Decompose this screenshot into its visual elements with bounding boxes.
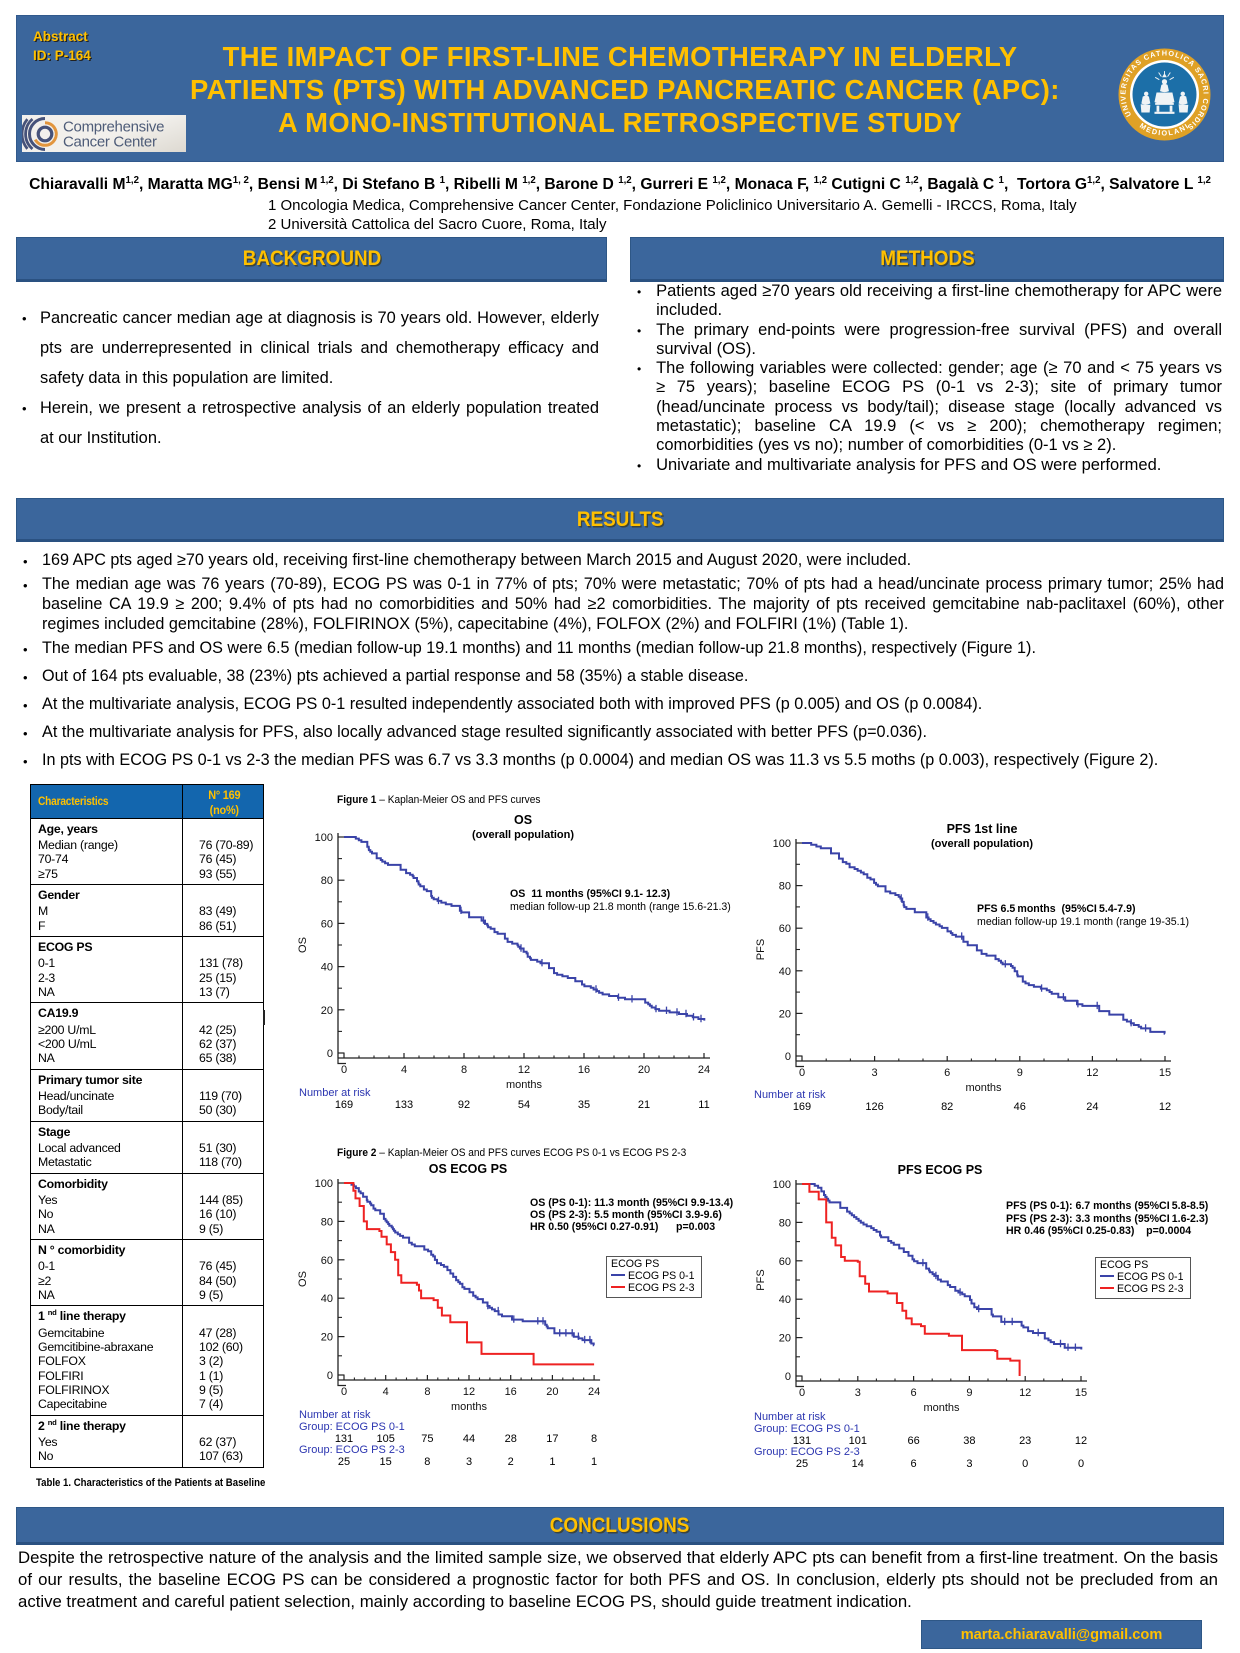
svg-text:8: 8	[424, 1386, 430, 1398]
svg-text:OS: OS	[297, 937, 309, 953]
svg-text:4: 4	[383, 1386, 389, 1398]
svg-text:60: 60	[321, 1255, 333, 1267]
svg-text:12: 12	[518, 1064, 530, 1076]
svg-text:20: 20	[779, 1333, 791, 1345]
svg-text:12: 12	[1086, 1067, 1098, 1079]
svg-text:100: 100	[773, 838, 791, 850]
svg-text:0: 0	[799, 1387, 805, 1399]
svg-text:0: 0	[327, 1048, 333, 1060]
svg-text:16: 16	[578, 1064, 590, 1076]
svg-text:PFS: PFS	[755, 1269, 767, 1290]
svg-text:80: 80	[779, 1217, 791, 1229]
svg-text:40: 40	[779, 966, 791, 978]
svg-text:0: 0	[341, 1064, 347, 1076]
svg-text:40: 40	[779, 1294, 791, 1306]
svg-text:15: 15	[1075, 1387, 1087, 1399]
svg-text:20: 20	[638, 1064, 650, 1076]
svg-text:100: 100	[315, 832, 333, 844]
svg-text:6: 6	[944, 1067, 950, 1079]
svg-text:100: 100	[315, 1178, 333, 1190]
svg-text:months: months	[923, 1402, 960, 1414]
svg-text:8: 8	[461, 1064, 467, 1076]
svg-text:9: 9	[966, 1387, 972, 1399]
svg-text:20: 20	[321, 1005, 333, 1017]
svg-text:0: 0	[327, 1370, 333, 1382]
svg-text:20: 20	[546, 1386, 558, 1398]
svg-text:OS: OS	[297, 1271, 309, 1287]
svg-text:40: 40	[321, 1293, 333, 1305]
svg-text:15: 15	[1159, 1067, 1171, 1079]
svg-text:12: 12	[463, 1386, 475, 1398]
svg-text:9: 9	[1017, 1067, 1023, 1079]
svg-text:80: 80	[779, 881, 791, 893]
svg-text:0: 0	[799, 1067, 805, 1079]
svg-text:0: 0	[341, 1386, 347, 1398]
svg-text:0: 0	[785, 1371, 791, 1383]
svg-text:16: 16	[505, 1386, 517, 1398]
svg-text:40: 40	[321, 962, 333, 974]
svg-text:80: 80	[321, 1216, 333, 1228]
svg-text:3: 3	[855, 1387, 861, 1399]
svg-text:60: 60	[321, 918, 333, 930]
svg-text:months: months	[965, 1082, 1002, 1094]
svg-text:12: 12	[1019, 1387, 1031, 1399]
svg-text:months: months	[506, 1079, 543, 1091]
svg-text:Cancer Center: Cancer Center	[63, 134, 157, 151]
svg-text:60: 60	[779, 1256, 791, 1268]
svg-text:3: 3	[872, 1067, 878, 1079]
svg-text:60: 60	[779, 923, 791, 935]
svg-text:4: 4	[401, 1064, 407, 1076]
svg-text:100: 100	[773, 1179, 791, 1191]
svg-text:24: 24	[698, 1064, 710, 1076]
svg-text:20: 20	[321, 1332, 333, 1344]
svg-text:Comprehensive: Comprehensive	[63, 119, 164, 136]
svg-text:6: 6	[911, 1387, 917, 1399]
svg-text:PFS: PFS	[755, 939, 767, 960]
svg-text:24: 24	[588, 1386, 600, 1398]
svg-text:80: 80	[321, 875, 333, 887]
svg-text:20: 20	[779, 1008, 791, 1020]
svg-text:0: 0	[785, 1051, 791, 1063]
svg-text:months: months	[451, 1401, 488, 1413]
